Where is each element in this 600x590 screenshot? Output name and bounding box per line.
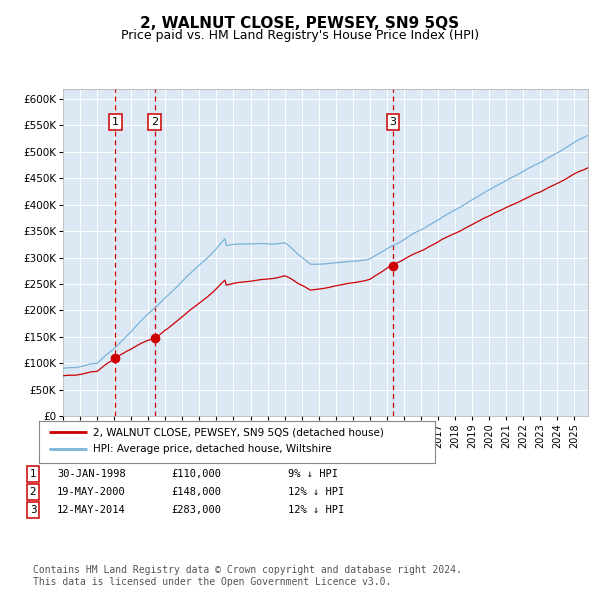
Text: Contains HM Land Registry data © Crown copyright and database right 2024.
This d: Contains HM Land Registry data © Crown c… (33, 565, 462, 587)
Text: Price paid vs. HM Land Registry's House Price Index (HPI): Price paid vs. HM Land Registry's House … (121, 30, 479, 42)
Text: HPI: Average price, detached house, Wiltshire: HPI: Average price, detached house, Wilt… (93, 444, 332, 454)
Text: 1: 1 (29, 470, 37, 479)
Text: £283,000: £283,000 (171, 505, 221, 514)
Text: 30-JAN-1998: 30-JAN-1998 (57, 470, 126, 479)
Text: 3: 3 (29, 505, 37, 514)
Text: 2, WALNUT CLOSE, PEWSEY, SN9 5QS (detached house): 2, WALNUT CLOSE, PEWSEY, SN9 5QS (detach… (93, 428, 384, 437)
Text: £148,000: £148,000 (171, 487, 221, 497)
Text: 12% ↓ HPI: 12% ↓ HPI (288, 505, 344, 514)
Text: 2: 2 (151, 117, 158, 127)
Text: 12% ↓ HPI: 12% ↓ HPI (288, 487, 344, 497)
Text: 9% ↓ HPI: 9% ↓ HPI (288, 470, 338, 479)
Text: 1: 1 (112, 117, 119, 127)
Text: 19-MAY-2000: 19-MAY-2000 (57, 487, 126, 497)
Text: 2, WALNUT CLOSE, PEWSEY, SN9 5QS: 2, WALNUT CLOSE, PEWSEY, SN9 5QS (140, 16, 460, 31)
Text: £110,000: £110,000 (171, 470, 221, 479)
Text: 3: 3 (389, 117, 397, 127)
Text: 2: 2 (29, 487, 37, 497)
Text: 12-MAY-2014: 12-MAY-2014 (57, 505, 126, 514)
